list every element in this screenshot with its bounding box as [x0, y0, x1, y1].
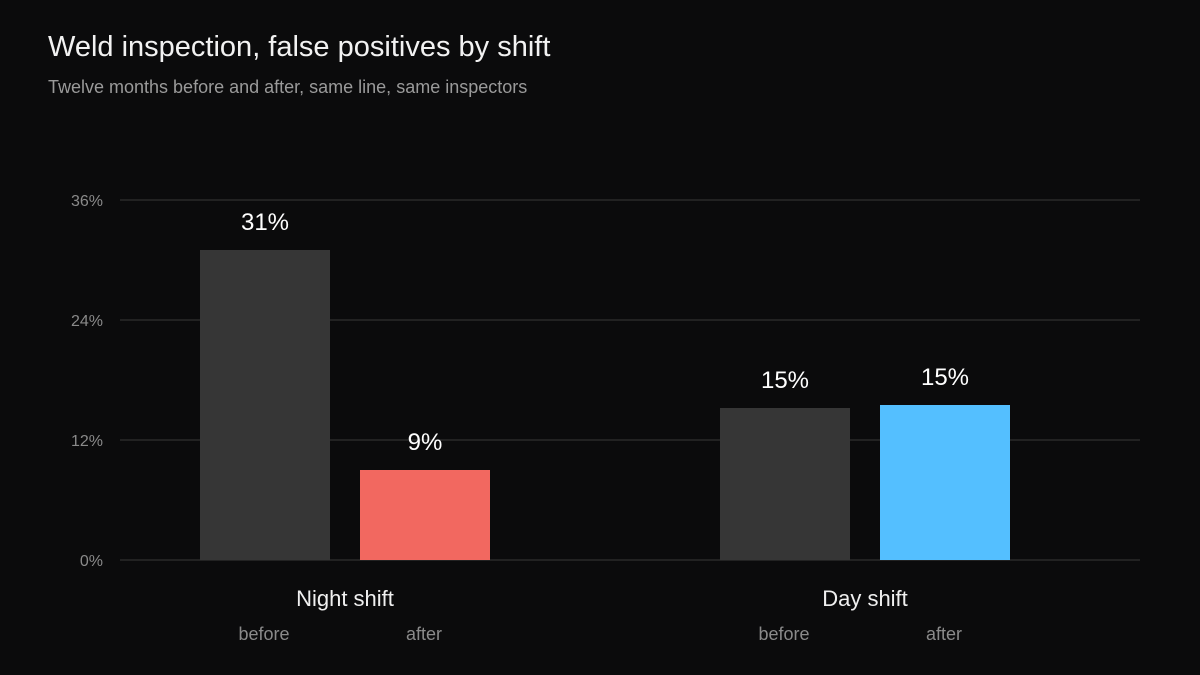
category-label: Day shift — [822, 586, 908, 611]
y-tick-label: 12% — [71, 433, 103, 450]
y-tick-label: 24% — [71, 313, 103, 330]
y-tick-label: 36% — [71, 193, 103, 210]
series-label: before — [238, 624, 289, 644]
category-label: Night shift — [296, 586, 394, 611]
chart-subtitle: Twelve months before and after, same lin… — [48, 77, 528, 97]
data-label: 9% — [408, 429, 443, 456]
bar-before — [720, 408, 850, 560]
chart-title: Weld inspection, false positives by shif… — [48, 31, 551, 63]
y-tick-label: 0% — [80, 553, 103, 570]
data-label: 15% — [921, 364, 969, 391]
data-label: 15% — [761, 367, 809, 394]
series-label: after — [406, 624, 442, 644]
bar-before — [200, 250, 330, 560]
bar-after — [360, 470, 490, 560]
data-label: 31% — [241, 209, 289, 236]
bar-after — [880, 405, 1010, 560]
series-label: before — [758, 624, 809, 644]
series-label: after — [926, 624, 962, 644]
